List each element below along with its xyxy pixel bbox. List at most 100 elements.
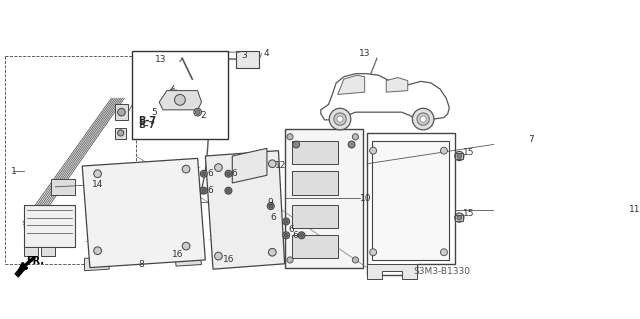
Polygon shape: [367, 264, 417, 279]
Polygon shape: [82, 158, 205, 268]
Circle shape: [417, 113, 429, 125]
Text: 12: 12: [275, 161, 286, 170]
Bar: [24, 204, 74, 247]
Text: 6: 6: [207, 186, 213, 195]
Bar: [292, 171, 339, 195]
Polygon shape: [51, 179, 74, 195]
Polygon shape: [205, 151, 285, 269]
Bar: [236, 51, 259, 68]
Text: 13: 13: [156, 55, 167, 64]
Polygon shape: [232, 148, 267, 183]
Circle shape: [118, 130, 124, 136]
Text: S3M3-B1330: S3M3-B1330: [413, 267, 470, 276]
Circle shape: [287, 134, 293, 140]
Text: 8: 8: [138, 260, 144, 269]
Circle shape: [440, 249, 447, 256]
Circle shape: [194, 108, 202, 116]
Circle shape: [268, 249, 276, 256]
Bar: [292, 141, 339, 164]
Circle shape: [370, 249, 376, 256]
Polygon shape: [175, 252, 202, 266]
Circle shape: [420, 116, 426, 122]
Polygon shape: [84, 257, 109, 271]
Circle shape: [225, 187, 232, 194]
Circle shape: [227, 172, 230, 176]
Circle shape: [370, 147, 376, 154]
Circle shape: [457, 154, 461, 158]
Bar: [292, 235, 339, 258]
Text: 4: 4: [263, 49, 269, 58]
Circle shape: [284, 219, 288, 223]
Text: 15: 15: [463, 148, 475, 157]
Bar: [292, 204, 339, 228]
Circle shape: [269, 204, 273, 208]
Circle shape: [225, 170, 232, 177]
Text: 9: 9: [267, 198, 273, 207]
Text: 1: 1: [11, 167, 17, 176]
Circle shape: [118, 108, 125, 116]
Circle shape: [348, 141, 355, 148]
Bar: [372, 141, 449, 260]
Circle shape: [298, 232, 305, 239]
Circle shape: [300, 234, 303, 237]
Circle shape: [182, 242, 190, 250]
Circle shape: [182, 165, 190, 173]
Circle shape: [283, 218, 290, 225]
Circle shape: [202, 172, 205, 176]
Polygon shape: [115, 104, 129, 120]
Polygon shape: [159, 91, 202, 110]
Circle shape: [287, 257, 293, 263]
Text: B-7: B-7: [138, 121, 156, 130]
Bar: [132, 51, 228, 139]
Text: 16: 16: [223, 256, 234, 264]
Text: 15: 15: [463, 209, 475, 218]
Text: 10: 10: [360, 194, 372, 203]
Circle shape: [353, 257, 358, 263]
Circle shape: [200, 170, 207, 177]
Polygon shape: [321, 74, 449, 120]
Bar: [456, 215, 463, 221]
Circle shape: [214, 252, 222, 260]
Bar: [24, 247, 38, 256]
Circle shape: [175, 94, 186, 105]
Circle shape: [268, 160, 276, 167]
Text: B-7: B-7: [138, 116, 157, 126]
Bar: [456, 153, 463, 159]
Polygon shape: [338, 75, 365, 94]
Text: 2: 2: [200, 111, 205, 120]
Text: 13: 13: [359, 49, 371, 58]
Polygon shape: [115, 128, 126, 139]
Text: 6: 6: [289, 225, 294, 234]
Polygon shape: [15, 264, 26, 277]
Circle shape: [412, 108, 434, 130]
Circle shape: [202, 189, 205, 193]
Circle shape: [283, 232, 290, 239]
Text: 14: 14: [92, 180, 104, 189]
Circle shape: [454, 152, 464, 161]
Circle shape: [284, 234, 288, 237]
Circle shape: [198, 188, 205, 194]
Circle shape: [227, 189, 230, 193]
Circle shape: [214, 164, 222, 171]
Circle shape: [440, 147, 447, 154]
Circle shape: [457, 215, 461, 220]
Circle shape: [329, 108, 351, 130]
Polygon shape: [367, 133, 456, 275]
Circle shape: [195, 110, 200, 115]
Bar: [42, 247, 55, 256]
Text: 16: 16: [172, 250, 184, 259]
Text: 3: 3: [241, 51, 247, 61]
Circle shape: [268, 203, 274, 210]
Circle shape: [454, 213, 464, 222]
Text: 7: 7: [529, 135, 534, 144]
Circle shape: [337, 116, 343, 122]
Text: FR.: FR.: [26, 256, 44, 266]
Circle shape: [292, 141, 300, 148]
Circle shape: [200, 187, 207, 194]
Text: 6: 6: [271, 213, 276, 222]
Text: 5: 5: [152, 108, 157, 117]
Polygon shape: [386, 78, 408, 92]
Circle shape: [93, 247, 102, 255]
Text: 6: 6: [207, 169, 213, 178]
Polygon shape: [285, 129, 363, 268]
